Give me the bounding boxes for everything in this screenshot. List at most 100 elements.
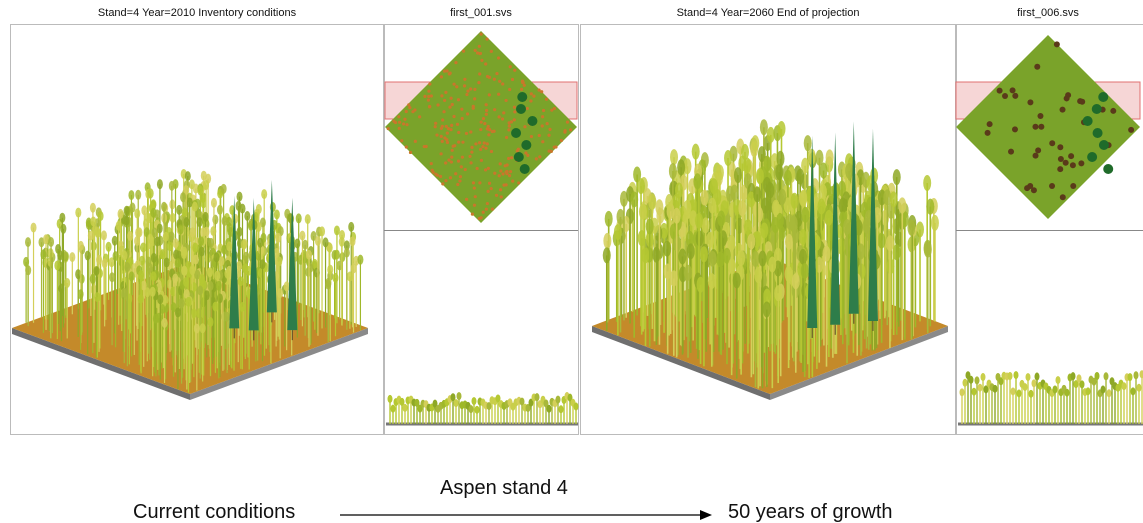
tree-crown: [758, 251, 766, 267]
crown: [1103, 164, 1113, 174]
gap: [508, 174, 511, 177]
tree-crown: [162, 318, 168, 328]
gap: [511, 78, 514, 81]
tree-crown: [756, 168, 764, 184]
crown-side: [1128, 373, 1133, 381]
gap: [1008, 149, 1014, 155]
gap: [445, 125, 448, 128]
gap: [487, 190, 490, 193]
gap: [1068, 153, 1074, 159]
tree-crown: [57, 250, 63, 260]
tree-crown: [639, 204, 647, 220]
tree-crown: [224, 269, 230, 279]
gap: [483, 141, 486, 144]
gap: [461, 117, 464, 120]
gap: [476, 51, 479, 54]
crown-side: [475, 406, 480, 414]
gap: [1012, 126, 1018, 132]
tree-crown: [143, 219, 149, 229]
gap: [484, 147, 487, 150]
tree-crown: [332, 273, 338, 283]
tree-crown: [801, 207, 809, 223]
tree-crown: [203, 180, 209, 190]
gap: [481, 145, 484, 148]
tree-crown: [184, 217, 190, 227]
gap: [485, 208, 488, 211]
panel-title: first_006.svs: [1017, 7, 1079, 19]
gap: [510, 156, 513, 159]
gap: [479, 148, 482, 151]
tree-crown: [238, 276, 244, 286]
gap: [486, 142, 489, 145]
tree-crown: [801, 263, 809, 279]
crown-side: [559, 405, 564, 413]
gap: [450, 124, 453, 127]
crown-side: [981, 373, 986, 381]
gap: [405, 145, 408, 148]
gap: [1033, 153, 1039, 159]
gap: [1038, 124, 1044, 130]
gap: [480, 59, 483, 62]
gap: [485, 109, 488, 112]
tree-crown: [323, 237, 329, 247]
gap: [498, 115, 501, 118]
crown-side: [1122, 382, 1127, 390]
tree-crown: [777, 151, 785, 167]
crown-side: [454, 399, 459, 407]
tree-crown: [305, 214, 311, 224]
tree-crown: [208, 281, 214, 291]
gap: [509, 65, 512, 68]
tree-crown: [178, 224, 184, 234]
crown: [516, 104, 526, 114]
gap: [403, 118, 406, 121]
gap: [452, 115, 455, 118]
tree-crown: [175, 308, 181, 318]
gap: [482, 117, 485, 120]
tree-crown: [207, 267, 213, 277]
gap: [478, 181, 481, 184]
tree-crown: [172, 274, 178, 284]
tree-crown: [224, 312, 230, 322]
gap: [499, 188, 502, 191]
tree-crown: [160, 249, 166, 259]
crown: [521, 140, 531, 150]
gap: [1057, 166, 1063, 172]
tree-crown: [771, 217, 779, 233]
gap: [1010, 87, 1016, 93]
gap: [517, 148, 520, 151]
gap: [546, 122, 549, 125]
tree-crown: [753, 186, 761, 202]
crown-side: [469, 405, 474, 413]
tree-crown: [256, 204, 262, 214]
gap: [392, 120, 395, 123]
crown: [517, 92, 527, 102]
crown-side: [1086, 387, 1091, 395]
tree-crown: [825, 210, 833, 226]
tree-crown: [614, 224, 622, 240]
tree-crown: [176, 205, 182, 215]
gap: [1034, 64, 1040, 70]
gap: [483, 122, 486, 125]
crown-side: [960, 388, 965, 396]
tree-crown: [791, 193, 799, 209]
gap: [1060, 107, 1066, 113]
tree-crown: [924, 242, 932, 258]
gap: [1078, 160, 1084, 166]
tree-crown: [210, 226, 216, 236]
gap: [505, 183, 508, 186]
gap: [535, 157, 538, 160]
gap: [441, 182, 444, 185]
tree-crown: [102, 258, 108, 268]
tree-crown: [826, 149, 834, 165]
gap: [470, 146, 473, 149]
crown-side: [1032, 379, 1037, 387]
tree-crown: [216, 281, 222, 291]
gap: [530, 92, 533, 95]
gap: [479, 52, 482, 55]
tree-crown: [170, 213, 176, 223]
gap: [548, 128, 551, 131]
tree-crown: [157, 223, 163, 233]
tree-crown: [239, 302, 245, 312]
plot-top: [956, 35, 1140, 219]
tree-crown: [763, 302, 771, 318]
